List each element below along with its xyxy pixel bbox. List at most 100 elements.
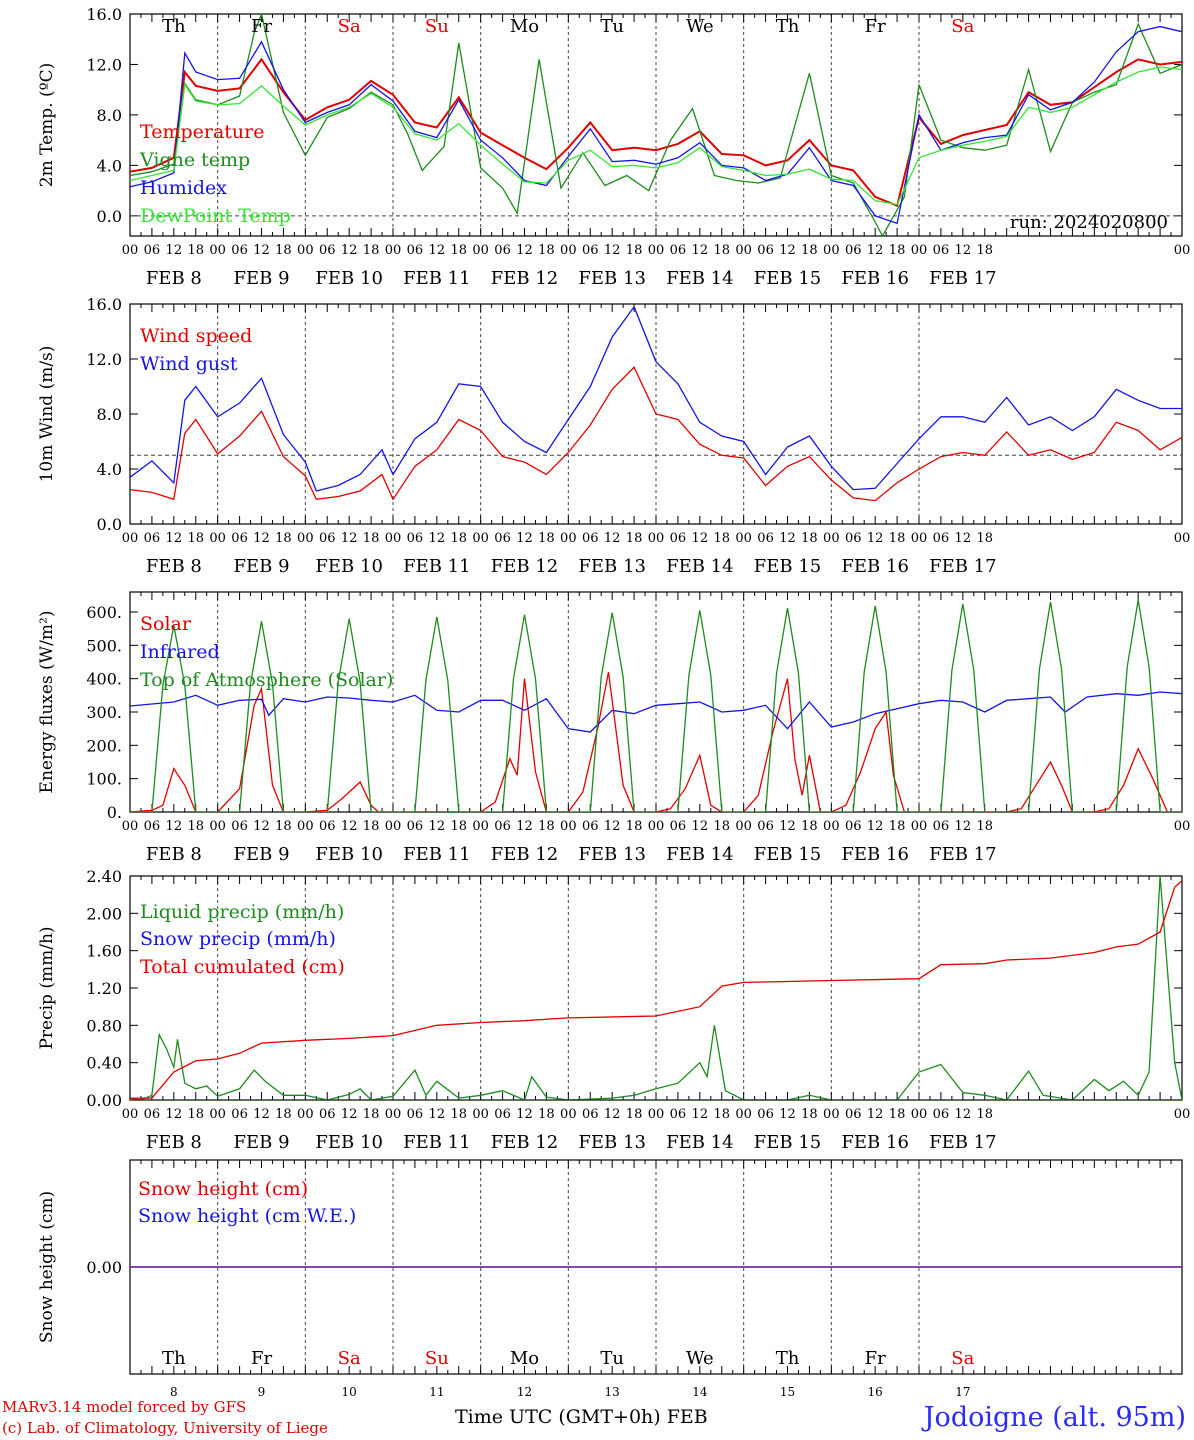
hour-tick-label: 00 <box>385 531 402 546</box>
hour-tick-label: 06 <box>231 243 248 258</box>
hour-tick-label: 18 <box>275 1107 292 1122</box>
hour-tick-label: 18 <box>187 243 204 258</box>
station-name: Jodoigne (alt. 95m) <box>923 1402 1186 1433</box>
hour-tick-label: 12 <box>166 243 183 258</box>
date-label: FEB 11 <box>403 268 470 289</box>
series-line-vigne-temp <box>130 14 1182 236</box>
hour-tick-label: 18 <box>976 819 993 834</box>
y-axis-label: Snow height (cm) <box>37 1191 57 1343</box>
date-label: FEB 8 <box>146 1132 202 1153</box>
hour-tick-label: 12 <box>166 819 183 834</box>
legend-entry: Wind gust <box>140 353 238 375</box>
y-tick-label: 8.0 <box>97 405 122 424</box>
date-label: FEB 9 <box>233 268 289 289</box>
date-label: FEB 12 <box>491 1132 558 1153</box>
hour-tick-label: 18 <box>713 819 730 834</box>
hour-tick-label: 00 <box>122 1107 139 1122</box>
hour-tick-label: 00 <box>209 531 226 546</box>
legend-entry: Snow precip (mm/h) <box>140 928 336 950</box>
hour-tick-label: 00 <box>911 531 928 546</box>
x-axis-title: Time UTC (GMT+0h) FEB <box>455 1406 708 1428</box>
hour-tick-label: 00 <box>297 531 314 546</box>
day-of-week-label: Sa <box>338 16 361 37</box>
date-label: FEB 8 <box>146 268 202 289</box>
hour-tick-label: 06 <box>582 819 599 834</box>
hour-tick-label: 06 <box>407 1107 424 1122</box>
hour-tick-label: 18 <box>889 531 906 546</box>
date-label: FEB 10 <box>315 268 382 289</box>
hour-tick-label: 18 <box>450 243 467 258</box>
date-label: FEB 16 <box>841 844 908 865</box>
y-tick-label: 100. <box>86 770 122 789</box>
hour-tick-label: 18 <box>713 531 730 546</box>
day-of-week-label: We <box>686 1348 714 1369</box>
date-label: FEB 9 <box>233 556 289 577</box>
hour-tick-label: 00 <box>735 243 752 258</box>
date-label: FEB 13 <box>578 556 645 577</box>
y-tick-label: 300. <box>86 703 122 722</box>
hour-tick-label: 18 <box>538 1107 555 1122</box>
day-of-week-label: Th <box>162 16 186 37</box>
hour-tick-label: 06 <box>144 531 161 546</box>
hour-tick-label: 18 <box>801 531 818 546</box>
hour-tick-label: 06 <box>582 1107 599 1122</box>
date-label: FEB 15 <box>754 556 821 577</box>
legend-entry: Solar <box>140 613 192 635</box>
day-of-week-label: We <box>686 16 714 37</box>
hour-tick-label: 18 <box>363 1107 380 1122</box>
hour-tick-label: 18 <box>626 243 643 258</box>
date-label: FEB 17 <box>929 556 996 577</box>
day-of-week-label: Sa <box>338 1348 361 1369</box>
date-label: FEB 13 <box>578 844 645 865</box>
day-of-week-label: Su <box>425 16 449 37</box>
legend-entry: Temperature <box>140 121 264 143</box>
panel-5: 0.00 Snow height (cm) Snow height (cm) Snow… <box>37 1159 1183 1399</box>
hour-tick-label: 18 <box>538 243 555 258</box>
hour-tick-label: 12 <box>692 819 709 834</box>
series-line-temperature <box>130 57 1182 208</box>
hour-tick-label: 18 <box>889 819 906 834</box>
y-tick-label: 500. <box>86 636 122 655</box>
hour-tick-label: 12 <box>253 1107 270 1122</box>
panel-3: 00 06 12 18 FEB 8 00 06 12 18 FEB 9 00 06 12 18 FEB 10… <box>37 591 1190 865</box>
hour-tick-label: 06 <box>319 819 336 834</box>
y-tick-label: 4.0 <box>97 156 122 175</box>
hour-tick-label: 12 <box>253 243 270 258</box>
hour-tick-label: 12 <box>955 819 972 834</box>
hour-tick-label: 06 <box>144 1107 161 1122</box>
date-label: FEB 8 <box>146 844 202 865</box>
hour-tick-label: 12 <box>604 243 621 258</box>
hour-tick-label: 18 <box>626 819 643 834</box>
day-of-week-label: Tu <box>600 1348 624 1369</box>
date-label: FEB 14 <box>666 268 733 289</box>
date-label: FEB 16 <box>841 1132 908 1153</box>
y-tick-label: 200. <box>86 736 122 755</box>
y-tick-label: 0.00 <box>86 1091 122 1110</box>
hour-tick-label: 06 <box>845 1107 862 1122</box>
hour-tick-label: 00 <box>472 243 489 258</box>
hour-tick-label: 00 <box>735 1107 752 1122</box>
hour-tick-label: 18 <box>976 1107 993 1122</box>
hour-tick-label: 00 <box>560 819 577 834</box>
model-credit-line2: (c) Lab. of Climatology, University of L… <box>2 1419 328 1437</box>
day-of-week-label: Fr <box>251 16 272 37</box>
day-number-label: 9 <box>258 1385 266 1399</box>
date-label: FEB 11 <box>403 1132 470 1153</box>
hour-tick-label: 00 <box>297 1107 314 1122</box>
hour-tick-label: 12 <box>341 819 358 834</box>
hour-tick-label: 00 <box>122 243 139 258</box>
y-tick-label: 0.40 <box>86 1054 122 1073</box>
hour-tick-label: 12 <box>779 1107 796 1122</box>
hour-tick-label: 12 <box>341 531 358 546</box>
day-number-label: 15 <box>780 1385 795 1399</box>
day-number-label: 8 <box>170 1385 178 1399</box>
date-label: FEB 17 <box>929 268 996 289</box>
series-line-dewpoint-temp <box>130 66 1182 206</box>
y-tick-label: 16.0 <box>86 295 122 314</box>
hour-tick-label: 12 <box>166 1107 183 1122</box>
hour-tick-label: 06 <box>757 243 774 258</box>
day-of-week-label: Th <box>162 1348 186 1369</box>
hour-tick-label: 00 <box>560 531 577 546</box>
hour-tick-label: 06 <box>582 243 599 258</box>
day-of-week-label: Su <box>425 1348 449 1369</box>
